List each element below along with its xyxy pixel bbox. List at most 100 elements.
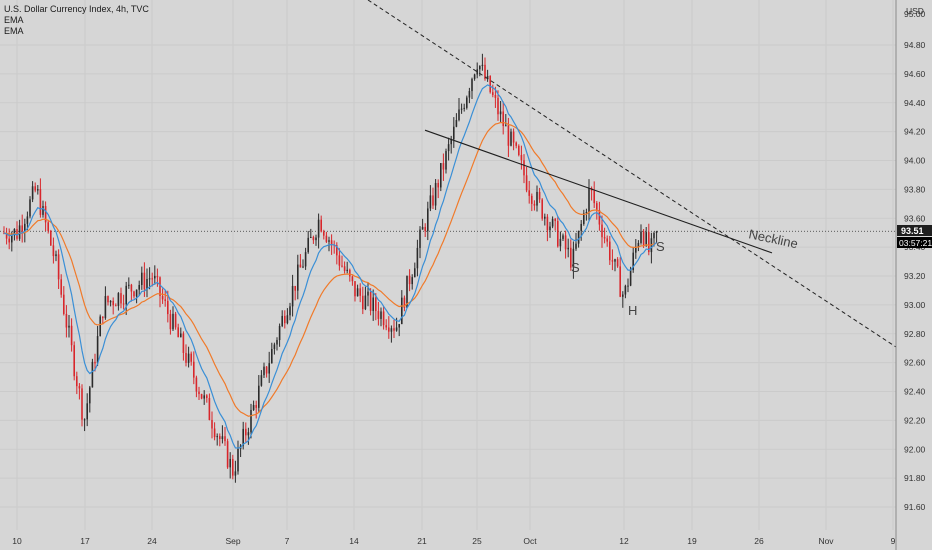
candle-body bbox=[91, 361, 94, 388]
candle-body bbox=[593, 190, 595, 204]
candle-body bbox=[81, 388, 83, 420]
candle-body bbox=[177, 327, 179, 338]
candle-body bbox=[499, 111, 502, 115]
candle-body bbox=[624, 285, 627, 295]
candle-body bbox=[603, 237, 606, 239]
candle-body bbox=[580, 223, 582, 231]
candle-body bbox=[317, 219, 320, 238]
candle-body bbox=[489, 75, 491, 93]
candle-body bbox=[575, 243, 577, 249]
candle-body bbox=[627, 285, 629, 287]
candle-body bbox=[635, 246, 637, 253]
candle-body bbox=[637, 242, 640, 247]
candle-body bbox=[497, 97, 499, 115]
candle-body bbox=[172, 313, 174, 330]
candle-body bbox=[141, 272, 143, 286]
ema-slow-legend[interactable]: EMA bbox=[4, 26, 24, 36]
candle-body bbox=[484, 64, 486, 80]
x-tick-label: 7 bbox=[285, 536, 290, 546]
price-axis[interactable]: USD 95.00 94.80 94.60 94.40 94.20 94.00 93.80… bbox=[904, 6, 926, 512]
candle-body bbox=[562, 235, 564, 239]
candle-body bbox=[533, 203, 536, 206]
right-shoulder-label: S bbox=[656, 239, 665, 254]
candle-body bbox=[406, 275, 408, 308]
candle-body bbox=[523, 160, 525, 176]
candle-body bbox=[229, 458, 231, 468]
candle-body bbox=[226, 441, 229, 468]
candle-body bbox=[479, 66, 481, 70]
candle-body bbox=[611, 260, 614, 262]
candle-body bbox=[34, 186, 36, 191]
candle-body bbox=[567, 247, 569, 250]
candle-body bbox=[393, 328, 395, 331]
candle-body bbox=[258, 385, 260, 408]
candle-body bbox=[268, 363, 270, 374]
candle-body bbox=[544, 216, 546, 219]
candle-body bbox=[102, 316, 104, 319]
candle-body bbox=[208, 398, 211, 420]
y-tick-label: 92.00 bbox=[904, 444, 926, 454]
candle-body bbox=[63, 294, 65, 314]
candle-body bbox=[47, 222, 49, 231]
candle-body bbox=[356, 288, 359, 297]
candle-body bbox=[52, 245, 55, 257]
candle-body bbox=[107, 296, 109, 303]
candle-body bbox=[473, 74, 476, 79]
candle-body bbox=[655, 231, 658, 233]
neckline-line[interactable] bbox=[424, 129, 773, 254]
candle-body bbox=[200, 394, 203, 399]
candle-body bbox=[458, 109, 460, 121]
time-axis[interactable]: 10 17 24 Sep 7 14 21 25 Oct 12 19 26 Nov 9 bbox=[12, 536, 895, 546]
candle-body bbox=[31, 186, 34, 200]
candle-body bbox=[388, 327, 390, 332]
candle-body bbox=[78, 386, 81, 389]
candle-body bbox=[39, 189, 42, 215]
x-tick-label: 24 bbox=[147, 536, 157, 546]
candle-body bbox=[559, 238, 562, 247]
candle-body bbox=[546, 216, 549, 231]
candle-body bbox=[307, 237, 309, 253]
head-label: H bbox=[628, 303, 637, 318]
candle-body bbox=[284, 315, 286, 324]
candle-body bbox=[138, 285, 140, 290]
candle-body bbox=[632, 252, 634, 271]
candle-body bbox=[125, 285, 127, 305]
candle-body bbox=[37, 189, 39, 191]
candle-body bbox=[377, 311, 380, 319]
candle-body bbox=[502, 111, 504, 127]
candle-body bbox=[328, 240, 330, 242]
candle-body bbox=[128, 284, 130, 286]
candle-body bbox=[174, 313, 177, 328]
x-tick-label: 26 bbox=[754, 536, 764, 546]
candle-body bbox=[577, 230, 580, 244]
candle-body bbox=[42, 206, 44, 215]
candle-body bbox=[362, 295, 364, 310]
candle-body bbox=[564, 235, 567, 250]
candle-body bbox=[112, 300, 114, 306]
candle-body bbox=[401, 297, 403, 325]
x-tick-label: Nov bbox=[818, 536, 834, 546]
candle-body bbox=[432, 195, 434, 206]
candle-body bbox=[382, 311, 385, 326]
symbol-title[interactable]: U.S. Dollar Currency Index, 4h, TVC bbox=[4, 4, 149, 14]
candle-body bbox=[642, 231, 645, 245]
candle-body bbox=[8, 238, 10, 243]
candle-body bbox=[369, 291, 372, 311]
descending-trendline[interactable] bbox=[367, 0, 897, 348]
candle-body bbox=[83, 419, 86, 421]
candle-body bbox=[242, 428, 244, 446]
candle-body bbox=[585, 212, 588, 214]
candle-body bbox=[367, 291, 369, 296]
candle-body bbox=[86, 403, 88, 420]
candle-body bbox=[351, 276, 354, 282]
candle-body bbox=[460, 108, 463, 110]
candle-body bbox=[447, 144, 450, 152]
countdown-value: 03:57:21 bbox=[899, 238, 932, 248]
y-tick-label: 94.40 bbox=[904, 98, 926, 108]
y-tick-label: 94.60 bbox=[904, 69, 926, 79]
ema-fast-legend[interactable]: EMA bbox=[4, 15, 24, 25]
candle-body bbox=[252, 405, 255, 410]
candle-body bbox=[135, 289, 138, 297]
